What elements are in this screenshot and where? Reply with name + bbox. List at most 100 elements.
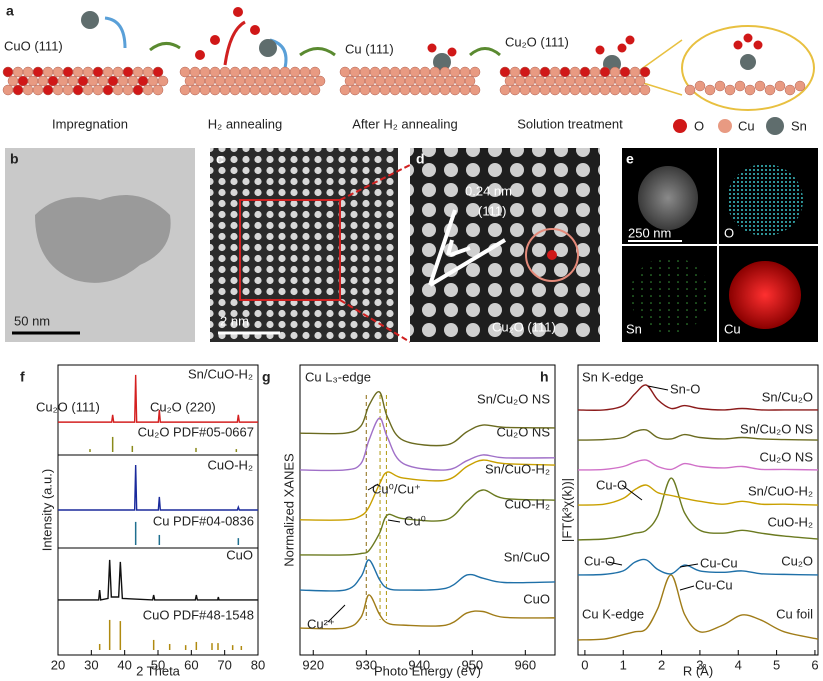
slabs xyxy=(2,33,806,96)
atom xyxy=(229,84,241,96)
atom xyxy=(152,84,164,96)
atom xyxy=(379,84,391,96)
atom xyxy=(82,84,94,96)
atom xyxy=(364,75,376,87)
atom xyxy=(439,66,451,78)
curve xyxy=(58,559,258,601)
arrow xyxy=(679,585,695,591)
atom xyxy=(744,84,756,96)
atom xyxy=(459,66,471,78)
atom xyxy=(189,84,201,96)
atom xyxy=(639,84,651,96)
annotation: Cu-Cu xyxy=(695,577,733,592)
atom xyxy=(269,84,281,96)
atom xyxy=(599,84,611,96)
atom xyxy=(102,66,114,78)
arrow xyxy=(647,385,669,391)
sn-atom xyxy=(259,39,277,57)
atom xyxy=(254,75,266,87)
x-axis-label: 2 Theta xyxy=(136,663,181,678)
atom xyxy=(269,66,281,78)
atom xyxy=(209,66,221,78)
atom xyxy=(179,66,191,78)
atom xyxy=(299,66,311,78)
o-atom xyxy=(427,43,437,53)
atom xyxy=(614,75,626,87)
panel-d: d 0.24 nm (111) Cu₂O (111) xyxy=(410,148,600,342)
atom xyxy=(569,66,581,78)
o-map xyxy=(727,164,803,236)
zoom-line xyxy=(339,299,411,343)
atom xyxy=(42,84,54,96)
atom xyxy=(599,66,611,78)
x-axis-label: R (Å) xyxy=(683,663,713,678)
atom xyxy=(404,75,416,87)
atom xyxy=(724,84,736,96)
series-label: CuO-H₂ xyxy=(208,457,254,472)
stage-label: Cu (111) xyxy=(345,41,394,56)
atom xyxy=(17,75,29,87)
atom xyxy=(419,66,431,78)
series-label: Sn/Cu₂O NS xyxy=(477,391,550,406)
atom xyxy=(579,84,591,96)
panel-e: e 250 nm O Sn Cu xyxy=(622,148,818,342)
atom xyxy=(399,66,411,78)
atom xyxy=(309,66,321,78)
atom xyxy=(122,84,134,96)
atom xyxy=(72,66,84,78)
atom xyxy=(102,84,114,96)
arrow xyxy=(223,20,246,66)
panel-label: f xyxy=(20,369,25,385)
x-tick-label: 2 xyxy=(658,657,665,672)
atom xyxy=(32,66,44,78)
atom xyxy=(554,75,566,87)
particle xyxy=(35,195,171,283)
atom xyxy=(359,84,371,96)
atom xyxy=(584,75,596,87)
atom xyxy=(309,84,321,96)
atom xyxy=(634,75,646,87)
o-atom xyxy=(195,50,205,60)
atom xyxy=(419,84,431,96)
panel-label: e xyxy=(626,151,634,167)
atom xyxy=(454,75,466,87)
atom xyxy=(514,75,526,87)
atom xyxy=(199,84,211,96)
x-tick-label: 4 xyxy=(735,657,742,672)
atom xyxy=(259,66,271,78)
atom xyxy=(534,75,546,87)
atom xyxy=(389,84,401,96)
atom xyxy=(142,66,154,78)
atom xyxy=(439,84,451,96)
arrow xyxy=(607,561,623,566)
atom xyxy=(369,66,381,78)
legend-swatch xyxy=(718,119,732,133)
atom xyxy=(2,66,14,78)
sn-atom xyxy=(740,54,756,70)
atom xyxy=(284,75,296,87)
annotation: Sn K-edge xyxy=(582,369,643,384)
atom xyxy=(189,66,201,78)
map-label: O xyxy=(724,225,734,240)
atom xyxy=(549,66,561,78)
reference-label: Cu₂O PDF#05-0667 xyxy=(138,424,254,439)
scale-label: 2 nm xyxy=(220,313,249,328)
series-label: Sn/Cu₂O NS xyxy=(740,421,813,436)
atom xyxy=(544,75,556,87)
atom xyxy=(499,66,511,78)
atom xyxy=(279,84,291,96)
atom xyxy=(294,75,306,87)
atom xyxy=(429,66,441,78)
atom xyxy=(619,66,631,78)
atom xyxy=(47,75,59,87)
atom xyxy=(62,84,74,96)
curve xyxy=(58,465,258,511)
atom xyxy=(27,75,39,87)
atom xyxy=(579,66,591,78)
curve xyxy=(299,489,556,556)
atom xyxy=(444,75,456,87)
atom xyxy=(12,84,24,96)
atom xyxy=(529,84,541,96)
atom xyxy=(754,80,766,92)
atom xyxy=(609,84,621,96)
